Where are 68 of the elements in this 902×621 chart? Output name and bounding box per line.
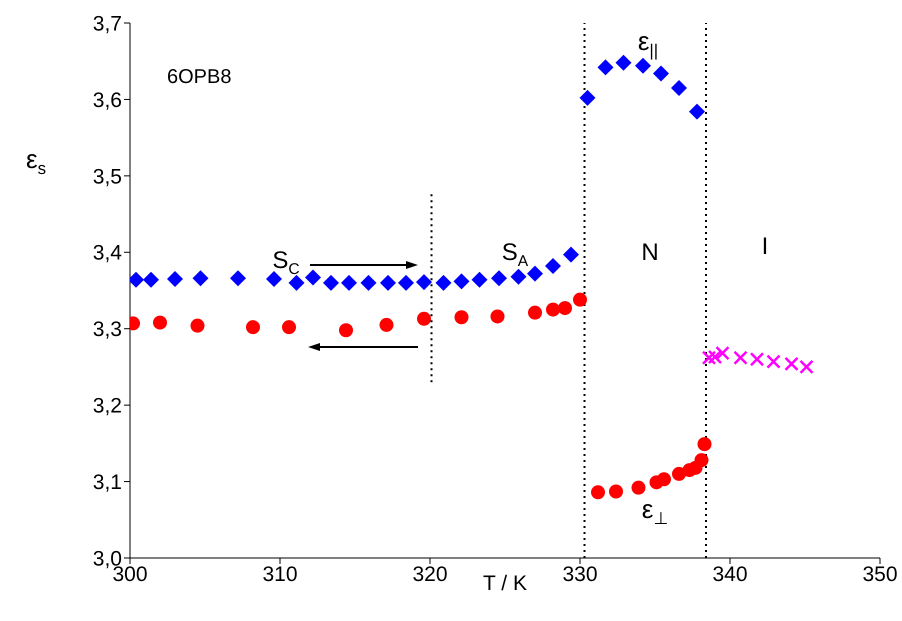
point	[190, 318, 204, 333]
point	[305, 270, 321, 286]
point	[671, 80, 687, 96]
point	[360, 274, 376, 291]
point	[323, 274, 339, 291]
point	[417, 312, 431, 326]
point	[380, 274, 396, 291]
point	[282, 320, 296, 334]
point	[490, 309, 504, 324]
x-tick-label: 330	[562, 562, 598, 586]
y-tick-label: 3,3	[92, 318, 122, 342]
x-tick-label: 320	[412, 562, 448, 586]
point	[653, 65, 669, 82]
point	[545, 258, 561, 274]
x-axis-title: T / K	[483, 572, 527, 595]
annotation: S$_{A}$	[502, 239, 529, 270]
annotation: ε$_{⊥}$	[642, 494, 668, 528]
point	[632, 480, 646, 495]
point	[546, 302, 560, 317]
point	[657, 472, 671, 486]
point	[598, 59, 614, 76]
annotation: I	[762, 233, 768, 260]
point	[153, 316, 167, 330]
y-tick-label: 3,7	[92, 12, 122, 36]
point	[591, 485, 605, 500]
point	[563, 246, 579, 263]
annotation: ε$_{||}$	[638, 26, 658, 60]
point	[398, 274, 414, 291]
point	[527, 266, 543, 282]
point	[454, 310, 468, 324]
point	[510, 268, 526, 285]
y-axis-title: ε$_{s}$	[26, 144, 46, 178]
point	[341, 274, 357, 291]
point	[472, 272, 488, 288]
point	[491, 270, 507, 286]
point	[436, 274, 452, 291]
point	[580, 90, 596, 106]
point	[266, 271, 282, 288]
point	[416, 274, 432, 290]
annotation: N	[641, 239, 659, 266]
point	[573, 292, 587, 307]
y-tick-label: 3,6	[92, 88, 122, 112]
point	[454, 273, 470, 290]
y-tick-label: 3,5	[92, 165, 122, 188]
x-tick-label: 310	[262, 562, 298, 586]
point	[635, 58, 651, 74]
y-tick-label: 3,1	[92, 471, 122, 494]
point	[694, 453, 708, 468]
y-tick-label: 3,4	[92, 242, 122, 265]
point	[558, 301, 572, 316]
point	[528, 306, 542, 320]
x-tick-label: 350	[862, 562, 898, 586]
point	[192, 270, 208, 286]
annotation: 6OPB8	[167, 66, 232, 88]
point	[339, 323, 353, 338]
point	[167, 271, 183, 288]
annotation: S$_{C}$	[272, 247, 300, 278]
x-tick-label: 340	[712, 562, 748, 586]
point	[143, 272, 159, 288]
point	[380, 318, 394, 332]
point	[288, 274, 304, 291]
y-tick-label: 3,2	[92, 394, 122, 418]
point	[230, 270, 246, 286]
point	[689, 104, 705, 120]
point	[698, 437, 712, 452]
point	[609, 484, 623, 499]
point	[616, 54, 632, 71]
point	[246, 320, 260, 334]
